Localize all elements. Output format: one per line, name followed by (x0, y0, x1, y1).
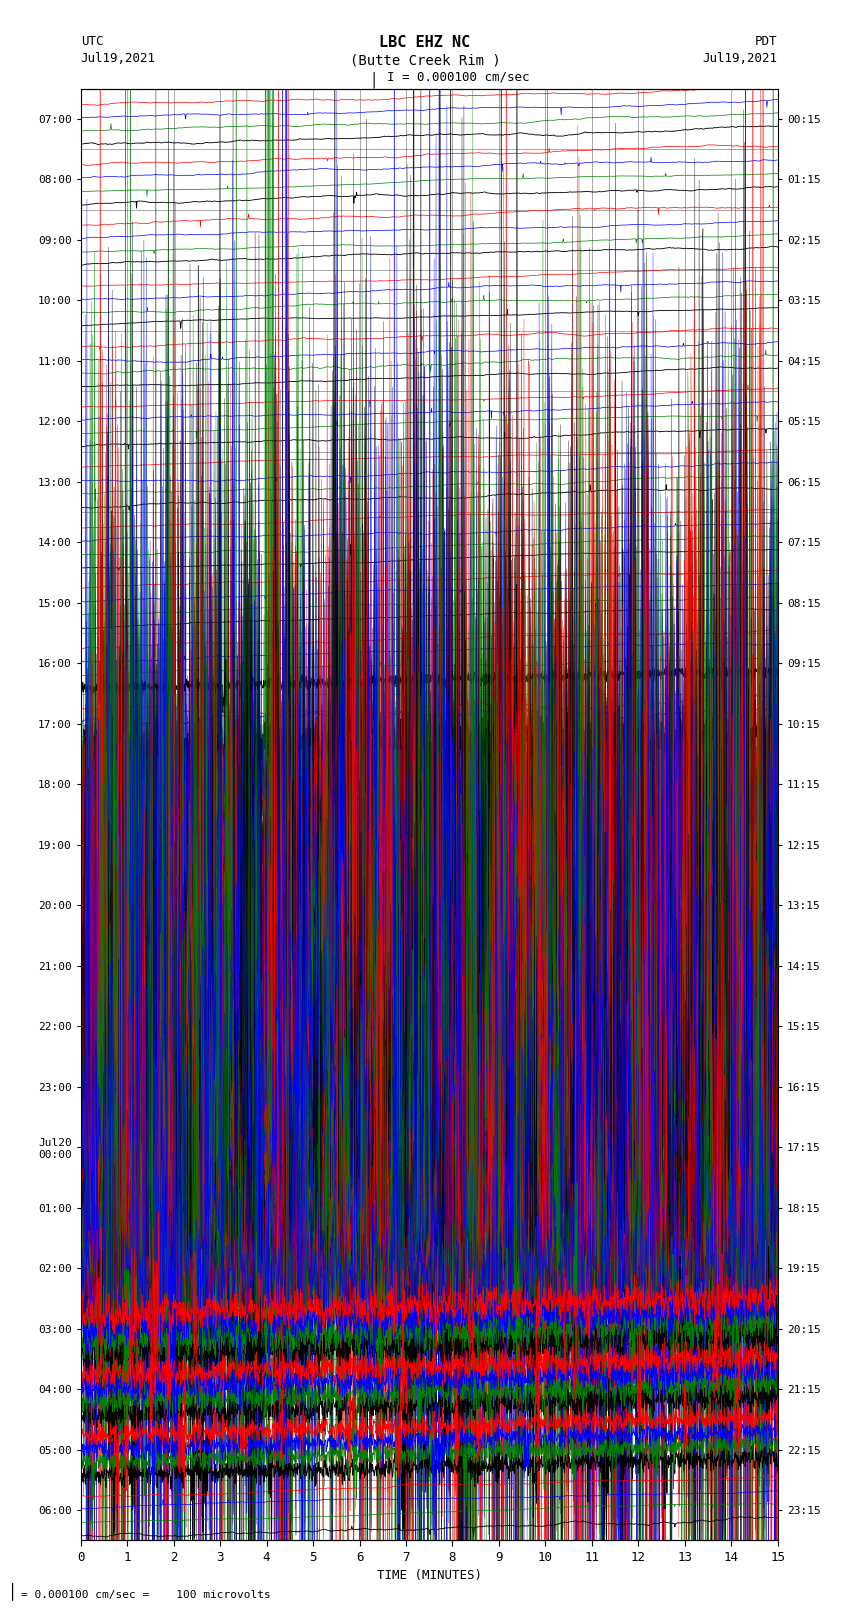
Text: LBC EHZ NC: LBC EHZ NC (379, 35, 471, 50)
Text: = 0.000100 cm/sec =    100 microvolts: = 0.000100 cm/sec = 100 microvolts (21, 1590, 271, 1600)
Text: │: │ (8, 1582, 18, 1600)
Text: (Butte Creek Rim ): (Butte Creek Rim ) (349, 53, 501, 68)
Text: Jul19,2021: Jul19,2021 (703, 52, 778, 65)
X-axis label: TIME (MINUTES): TIME (MINUTES) (377, 1569, 482, 1582)
Text: I = 0.000100 cm/sec: I = 0.000100 cm/sec (387, 71, 530, 84)
Text: UTC: UTC (81, 35, 103, 48)
Text: │: │ (370, 71, 378, 87)
Text: PDT: PDT (756, 35, 778, 48)
Text: Jul19,2021: Jul19,2021 (81, 52, 156, 65)
